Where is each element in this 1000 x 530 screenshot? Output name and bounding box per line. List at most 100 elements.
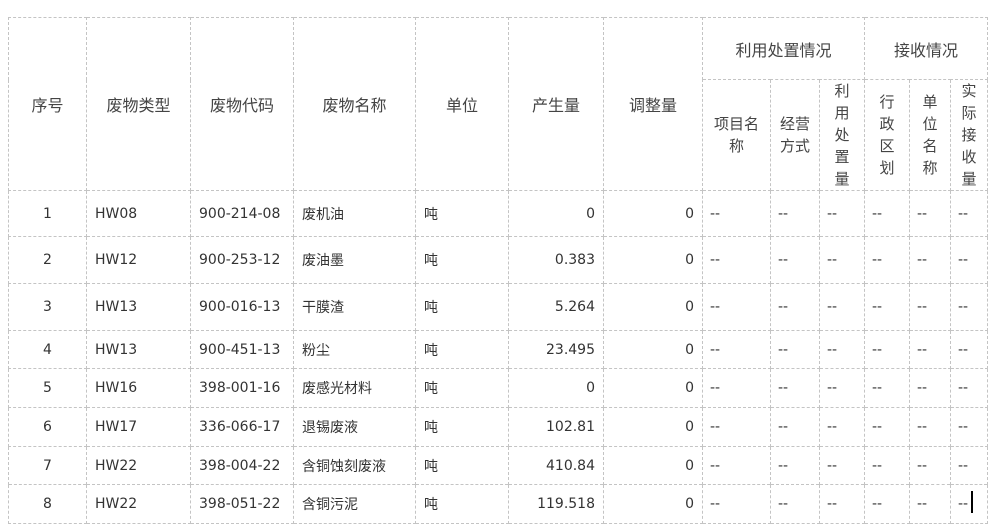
cell-seq[interactable]: 6 [8,407,87,447]
cell-type[interactable]: HW17 [86,407,191,447]
cell-placeholder[interactable]: -- [770,446,820,485]
cell-placeholder[interactable]: -- [909,368,951,408]
cell-unit[interactable]: 吨 [415,407,509,447]
cell-placeholder[interactable]: -- [770,368,820,408]
cell-seq[interactable]: 3 [8,283,87,331]
cell-placeholder[interactable]: -- [819,236,865,284]
cell-placeholder[interactable]: -- [702,446,771,485]
cell-adjusted[interactable]: 0 [603,330,703,369]
cell-produced[interactable]: 0 [508,368,604,408]
cell-seq[interactable]: 2 [8,236,87,284]
cell-type[interactable]: HW22 [86,446,191,485]
cell-produced[interactable]: 119.518 [508,484,604,524]
cell-placeholder[interactable]: -- [909,407,951,447]
cell-unit[interactable]: 吨 [415,368,509,408]
cell-placeholder[interactable]: -- [950,484,988,524]
cell-adjusted[interactable]: 0 [603,368,703,408]
cell-unit[interactable]: 吨 [415,446,509,485]
cell-seq[interactable]: 5 [8,368,87,408]
cell-name[interactable]: 退锡废液 [293,407,416,447]
cell-placeholder[interactable]: -- [909,484,951,524]
cell-adjusted[interactable]: 0 [603,484,703,524]
cell-placeholder[interactable]: -- [864,368,910,408]
cell-placeholder[interactable]: -- [770,236,820,284]
cell-unit[interactable]: 吨 [415,330,509,369]
cell-placeholder[interactable]: -- [950,283,988,331]
cell-seq[interactable]: 4 [8,330,87,369]
cell-placeholder[interactable]: -- [702,330,771,369]
cell-placeholder[interactable]: -- [819,330,865,369]
cell-name[interactable]: 废油墨 [293,236,416,284]
cell-placeholder[interactable]: -- [770,330,820,369]
cell-placeholder[interactable]: -- [950,330,988,369]
cell-type[interactable]: HW13 [86,330,191,369]
cell-placeholder[interactable]: -- [702,407,771,447]
cell-type[interactable]: HW08 [86,190,191,237]
cell-placeholder[interactable]: -- [819,368,865,408]
cell-placeholder[interactable]: -- [702,190,771,237]
cell-placeholder[interactable]: -- [909,330,951,369]
cell-placeholder[interactable]: -- [702,484,771,524]
cell-placeholder[interactable]: -- [950,236,988,284]
cell-placeholder[interactable]: -- [864,407,910,447]
cell-adjusted[interactable]: 0 [603,283,703,331]
cell-produced[interactable]: 102.81 [508,407,604,447]
cell-unit[interactable]: 吨 [415,283,509,331]
cell-seq[interactable]: 8 [8,484,87,524]
cell-placeholder[interactable]: -- [864,330,910,369]
cell-placeholder[interactable]: -- [909,283,951,331]
cell-produced[interactable]: 0 [508,190,604,237]
cell-type[interactable]: HW22 [86,484,191,524]
cell-placeholder[interactable]: -- [950,368,988,408]
cell-code[interactable]: 900-016-13 [190,283,294,331]
cell-placeholder[interactable]: -- [702,236,771,284]
cell-type[interactable]: HW12 [86,236,191,284]
cell-name[interactable]: 废机油 [293,190,416,237]
cell-placeholder[interactable]: -- [864,190,910,237]
cell-placeholder[interactable]: -- [864,283,910,331]
cell-produced[interactable]: 23.495 [508,330,604,369]
cell-placeholder[interactable]: -- [909,190,951,237]
cell-type[interactable]: HW13 [86,283,191,331]
cell-name[interactable]: 废感光材料 [293,368,416,408]
cell-code[interactable]: 398-051-22 [190,484,294,524]
cell-adjusted[interactable]: 0 [603,446,703,485]
cell-placeholder[interactable]: -- [770,283,820,331]
cell-placeholder[interactable]: -- [702,368,771,408]
cell-placeholder[interactable]: -- [950,190,988,237]
cell-name[interactable]: 干膜渣 [293,283,416,331]
cell-name[interactable]: 含铜污泥 [293,484,416,524]
cell-placeholder[interactable]: -- [819,407,865,447]
cell-unit[interactable]: 吨 [415,190,509,237]
cell-name[interactable]: 含铜蚀刻废液 [293,446,416,485]
cell-placeholder[interactable]: -- [819,190,865,237]
cell-placeholder[interactable]: -- [770,484,820,524]
cell-name[interactable]: 粉尘 [293,330,416,369]
cell-code[interactable]: 900-451-13 [190,330,294,369]
cell-placeholder[interactable]: -- [702,283,771,331]
cell-produced[interactable]: 5.264 [508,283,604,331]
cell-placeholder[interactable]: -- [770,190,820,237]
cell-unit[interactable]: 吨 [415,236,509,284]
cell-adjusted[interactable]: 0 [603,236,703,284]
cell-produced[interactable]: 410.84 [508,446,604,485]
cell-placeholder[interactable]: -- [770,407,820,447]
cell-placeholder[interactable]: -- [864,484,910,524]
cell-code[interactable]: 900-214-08 [190,190,294,237]
cell-placeholder[interactable]: -- [950,446,988,485]
cell-placeholder[interactable]: -- [819,484,865,524]
cell-placeholder[interactable]: -- [819,446,865,485]
cell-placeholder[interactable]: -- [864,446,910,485]
cell-code[interactable]: 336-066-17 [190,407,294,447]
cell-seq[interactable]: 7 [8,446,87,485]
cell-adjusted[interactable]: 0 [603,407,703,447]
cell-placeholder[interactable]: -- [950,407,988,447]
cell-type[interactable]: HW16 [86,368,191,408]
cell-seq[interactable]: 1 [8,190,87,237]
cell-adjusted[interactable]: 0 [603,190,703,237]
cell-unit[interactable]: 吨 [415,484,509,524]
cell-placeholder[interactable]: -- [819,283,865,331]
cell-placeholder[interactable]: -- [909,446,951,485]
cell-code[interactable]: 398-004-22 [190,446,294,485]
cell-code[interactable]: 398-001-16 [190,368,294,408]
